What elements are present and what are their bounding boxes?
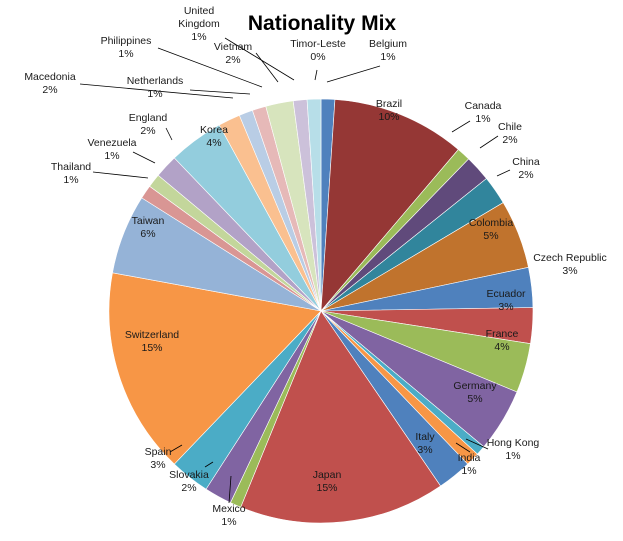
label-thailand: Thailand 1%: [51, 161, 91, 186]
label-france: France 4%: [486, 328, 519, 353]
chart-title: Nationality Mix: [248, 12, 397, 35]
leader-venezuela: [132, 151, 156, 164]
leader-mexico: [228, 475, 232, 504]
leader-macedonia: [79, 83, 234, 99]
slice-brazil: [320, 99, 459, 312]
label-china: China 2%: [512, 156, 540, 181]
label-italy: Italy 3%: [415, 431, 435, 456]
label-czech-republic: Czech Republic 3%: [533, 252, 607, 277]
label-united-kingdom: United Kingdom 1%: [178, 5, 220, 43]
label-germany: Germany 5%: [453, 380, 497, 405]
label-venezuela: Venezuela 1%: [87, 137, 136, 162]
leader-belgium: [326, 65, 381, 83]
label-philippines: Philippines 1%: [101, 35, 152, 60]
slice-japan: [240, 310, 442, 524]
leader-chile: [479, 135, 499, 149]
label-vietnam: Vietnam 2%: [214, 41, 253, 66]
leader-united-kingdom: [224, 37, 295, 81]
leader-india: [455, 442, 471, 453]
label-canada: Canada 1%: [465, 100, 502, 125]
label-england: England 2%: [129, 112, 168, 137]
leader-slovakia: [204, 461, 214, 468]
leader-hong-kong: [465, 438, 489, 450]
leader-england: [165, 127, 173, 141]
leader-spain: [169, 444, 183, 453]
leader-timor-leste: [314, 69, 318, 81]
label-macedonia: Macedonia 2%: [24, 71, 76, 96]
label-netherlands: Netherlands 1%: [127, 75, 184, 100]
slice-labels: Belgium 1% Brazil 10% Canada 1%Chile 2% China 2%…: [24, 5, 606, 528]
label-brazil: Brazil 10%: [376, 98, 402, 123]
leader-china: [496, 169, 511, 177]
label-switzerland: Switzerland 15%: [125, 329, 179, 354]
pie-slices: [108, 98, 534, 524]
leader-lines: [79, 37, 511, 504]
label-korea: Korea 4%: [200, 124, 228, 149]
label-belgium: Belgium 1%: [369, 38, 407, 63]
leader-philippines: [157, 47, 263, 88]
label-spain: Spain 3%: [145, 446, 172, 471]
slice-switzerland: [108, 272, 322, 465]
label-taiwan: Taiwan 6%: [132, 215, 165, 240]
leader-vietnam: [255, 52, 279, 83]
label-hong-kong: Hong Kong 1%: [487, 437, 540, 462]
label-colombia: Colombia 5%: [469, 217, 514, 242]
label-japan: Japan 15%: [313, 469, 342, 494]
leader-thailand: [92, 171, 149, 179]
label-ecuador: Ecuador 3%: [486, 288, 526, 313]
label-india: India 1%: [458, 452, 481, 477]
slice-timor-leste: [306, 98, 322, 312]
label-chile: Chile 2%: [498, 121, 522, 146]
label-timor-leste: Timor-Leste 0%: [290, 38, 346, 63]
leader-netherlands: [189, 89, 251, 95]
label-mexico: Mexico 1%: [212, 503, 245, 528]
label-slovakia: Slovakia 2%: [169, 469, 209, 494]
leader-canada: [451, 120, 471, 133]
